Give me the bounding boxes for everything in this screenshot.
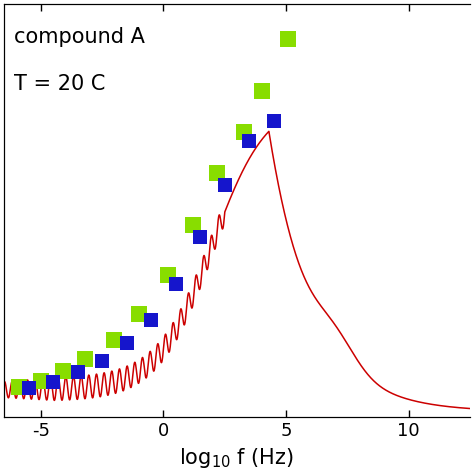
Point — [172, 280, 180, 287]
X-axis label: log$_{10}$ f (Hz): log$_{10}$ f (Hz) — [180, 446, 294, 470]
Point — [164, 271, 172, 279]
Point — [15, 383, 23, 391]
Point — [81, 356, 89, 363]
Text: T = 20 C: T = 20 C — [14, 74, 105, 94]
Point — [37, 377, 45, 385]
Point — [241, 128, 248, 136]
Point — [25, 384, 32, 392]
Point — [285, 35, 292, 43]
Text: compound A: compound A — [14, 27, 145, 47]
Point — [99, 357, 106, 365]
Point — [123, 339, 130, 347]
Point — [135, 310, 143, 318]
Point — [214, 169, 221, 177]
Point — [49, 379, 57, 386]
Point — [258, 88, 265, 95]
Point — [246, 137, 253, 145]
Point — [59, 367, 67, 374]
Point — [74, 368, 82, 376]
Point — [221, 181, 228, 188]
Point — [196, 233, 204, 241]
Point — [110, 337, 118, 344]
Point — [270, 117, 278, 124]
Point — [189, 221, 197, 229]
Point — [147, 316, 155, 324]
